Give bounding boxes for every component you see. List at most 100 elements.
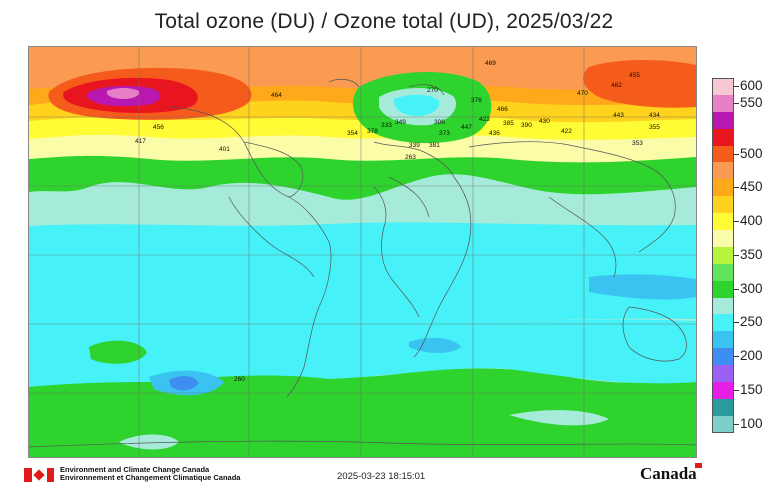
station-value: 401 xyxy=(219,146,230,153)
legend-band: 500 xyxy=(712,145,768,163)
legend-swatch xyxy=(712,246,734,264)
legend-label: 500 xyxy=(740,145,763,161)
station-value: 422 xyxy=(561,128,572,135)
legend-swatch xyxy=(712,398,734,416)
legend-band: 450 xyxy=(712,179,768,197)
station-value: 423 xyxy=(479,116,490,123)
legend-band xyxy=(712,162,768,180)
contour-high-pink xyxy=(106,88,140,99)
wordmark-flag-icon xyxy=(694,463,702,468)
legend-swatch xyxy=(712,415,734,433)
legend-tick xyxy=(734,322,739,324)
station-value: 339 xyxy=(409,142,420,149)
legend-swatch xyxy=(712,94,734,112)
contour-tropics-light xyxy=(409,337,461,353)
contour-south-blob-green xyxy=(89,340,147,364)
contour-south-blob-deepblue xyxy=(169,376,199,391)
department-name-en: Environment and Climate Change Canada xyxy=(60,465,210,474)
station-value: 447 xyxy=(461,124,472,131)
canada-flag-icon xyxy=(24,468,54,482)
legend-tick xyxy=(734,102,739,104)
ozone-map: 469 455 270 470 462 464 333 349 306 376 466 436 447 4… xyxy=(28,46,697,458)
station-value: 456 xyxy=(153,124,164,131)
legend-swatch xyxy=(712,196,734,214)
contour-cyan-south xyxy=(29,312,696,387)
station-value: 436 xyxy=(489,130,500,137)
color-legend: 600 550 500 450 400 350 300 250 200 150 100 xyxy=(712,78,768,433)
station-value: 260 xyxy=(234,376,245,383)
legend-band xyxy=(712,111,768,129)
legend-band: 150 xyxy=(712,382,768,399)
canada-wordmark: Canada xyxy=(640,463,702,484)
station-value: 353 xyxy=(632,140,643,147)
legend-label: 200 xyxy=(740,348,763,364)
legend-band: 400 xyxy=(712,213,768,231)
legend-label: 300 xyxy=(740,280,763,296)
legend-band: 550 xyxy=(712,94,768,112)
legend-swatch xyxy=(712,348,734,366)
legend-swatch xyxy=(712,111,734,129)
legend-swatch xyxy=(712,230,734,247)
contour-south-pale xyxy=(119,434,179,450)
legend-band xyxy=(712,230,768,247)
station-value: 443 xyxy=(613,112,624,119)
legend-swatch xyxy=(712,179,734,197)
legend-label: 450 xyxy=(740,179,763,195)
station-value: 378 xyxy=(367,128,378,135)
legend-swatch xyxy=(712,331,734,349)
department-name-fr: Environnement et Changement Climatique C… xyxy=(60,473,241,482)
contour-tropics-cyan xyxy=(29,217,696,321)
legend-label: 350 xyxy=(740,246,763,262)
station-value: 355 xyxy=(649,124,660,131)
station-value: 381 xyxy=(429,142,440,149)
station-value: 376 xyxy=(471,97,482,104)
legend-tick xyxy=(734,390,739,392)
canada-wordmark-text: Canada xyxy=(640,464,697,483)
station-value: 354 xyxy=(347,130,358,137)
legend-label: 400 xyxy=(740,213,763,229)
department-name: Environment and Climate Change Canada En… xyxy=(60,466,240,482)
legend-tick xyxy=(734,288,739,290)
contour-arctic-cyan xyxy=(393,94,440,116)
chart-title: Total ozone (DU) / Ozone total (UD), 202… xyxy=(154,10,614,33)
legend-swatch xyxy=(712,213,734,231)
contour-east-orange xyxy=(583,60,696,108)
contour-indian-light xyxy=(589,274,696,300)
legend-band: 300 xyxy=(712,280,768,298)
legend-band: 100 xyxy=(712,415,768,433)
legend-swatch xyxy=(712,162,734,180)
legend-band xyxy=(712,331,768,349)
station-value: 373 xyxy=(439,130,450,137)
station-value: 430 xyxy=(539,118,550,125)
station-value: 349 xyxy=(395,119,406,126)
station-value: 434 xyxy=(649,112,660,119)
legend-swatch xyxy=(712,280,734,298)
legend-band xyxy=(712,398,768,416)
legend-swatch xyxy=(712,365,734,383)
legend-label: 100 xyxy=(740,415,763,431)
graticule xyxy=(29,47,696,457)
legend-band: 600 xyxy=(712,78,768,95)
station-value: 466 xyxy=(497,106,508,113)
legend-label: 250 xyxy=(740,314,763,330)
legend-tick xyxy=(734,254,739,256)
station-value: 469 xyxy=(485,60,496,67)
station-value: 417 xyxy=(135,138,146,145)
station-value: 385 xyxy=(503,120,514,127)
legend-tick xyxy=(734,356,739,358)
coastlines xyxy=(29,78,696,448)
legend-band xyxy=(712,128,768,146)
station-value: 470 xyxy=(577,90,588,97)
legend-band xyxy=(712,196,768,214)
legend-swatch xyxy=(712,128,734,146)
legend-tick xyxy=(734,86,739,87)
generation-timestamp: 2025-03-23 18:15:01 xyxy=(337,471,426,482)
legend-tick xyxy=(734,221,739,223)
legend-tick xyxy=(734,187,739,189)
legend-tick xyxy=(734,423,739,425)
legend-swatch xyxy=(712,263,734,281)
station-value: 455 xyxy=(629,72,640,79)
legend-label: 150 xyxy=(740,382,763,398)
legend-band: 200 xyxy=(712,348,768,366)
legend-swatch xyxy=(712,78,734,95)
